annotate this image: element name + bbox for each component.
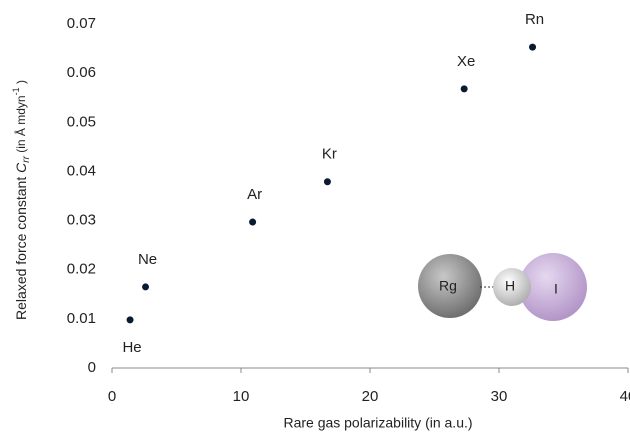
point-label: Kr: [322, 146, 337, 163]
point-label: He: [122, 339, 141, 356]
x-tick-label: 30: [491, 388, 508, 405]
point-label: Xe: [457, 53, 475, 70]
y-label-part: (in Å mdyn: [13, 95, 28, 156]
inset-label: Rg: [439, 278, 457, 294]
x-tick-label: 40: [620, 388, 630, 405]
point-label: Ne: [138, 251, 157, 268]
chart: Rare gas polarizability (in a.u.) Relaxe…: [0, 0, 630, 436]
point: [249, 219, 256, 226]
x-axis-label: Rare gas polarizability (in a.u.): [283, 415, 472, 431]
point: [461, 85, 468, 92]
point-label: Ar: [247, 186, 262, 203]
y-tick-label: 0.01: [67, 310, 96, 327]
y-tick-label: 0.07: [67, 15, 96, 32]
y-tick-label: 0.06: [67, 64, 96, 81]
point-label: Rn: [525, 11, 544, 28]
point: [142, 283, 149, 290]
y-tick-label: 0: [88, 359, 96, 376]
y-axis-label: Relaxed force constant Crr (in Å mdyn-1 …: [11, 80, 31, 320]
point: [127, 316, 134, 323]
y-tick-label: 0.05: [67, 113, 96, 130]
y-tick-label: 0.02: [67, 261, 96, 278]
inset: Rg H I: [418, 253, 587, 321]
point: [529, 44, 536, 51]
y-tick-label: 0.03: [67, 212, 96, 229]
x-tick-label: 20: [362, 388, 379, 405]
inset-label: I: [554, 281, 558, 297]
point: [324, 178, 331, 185]
y-label-part: Relaxed force constant: [13, 173, 29, 320]
y-label-part: ): [14, 80, 28, 87]
y-label-part: -1: [11, 87, 21, 95]
inset-label: H: [505, 278, 515, 294]
x-tick-label: 0: [108, 388, 116, 405]
y-tick-label: 0.04: [67, 162, 96, 179]
x-tick-label: 10: [233, 388, 250, 405]
